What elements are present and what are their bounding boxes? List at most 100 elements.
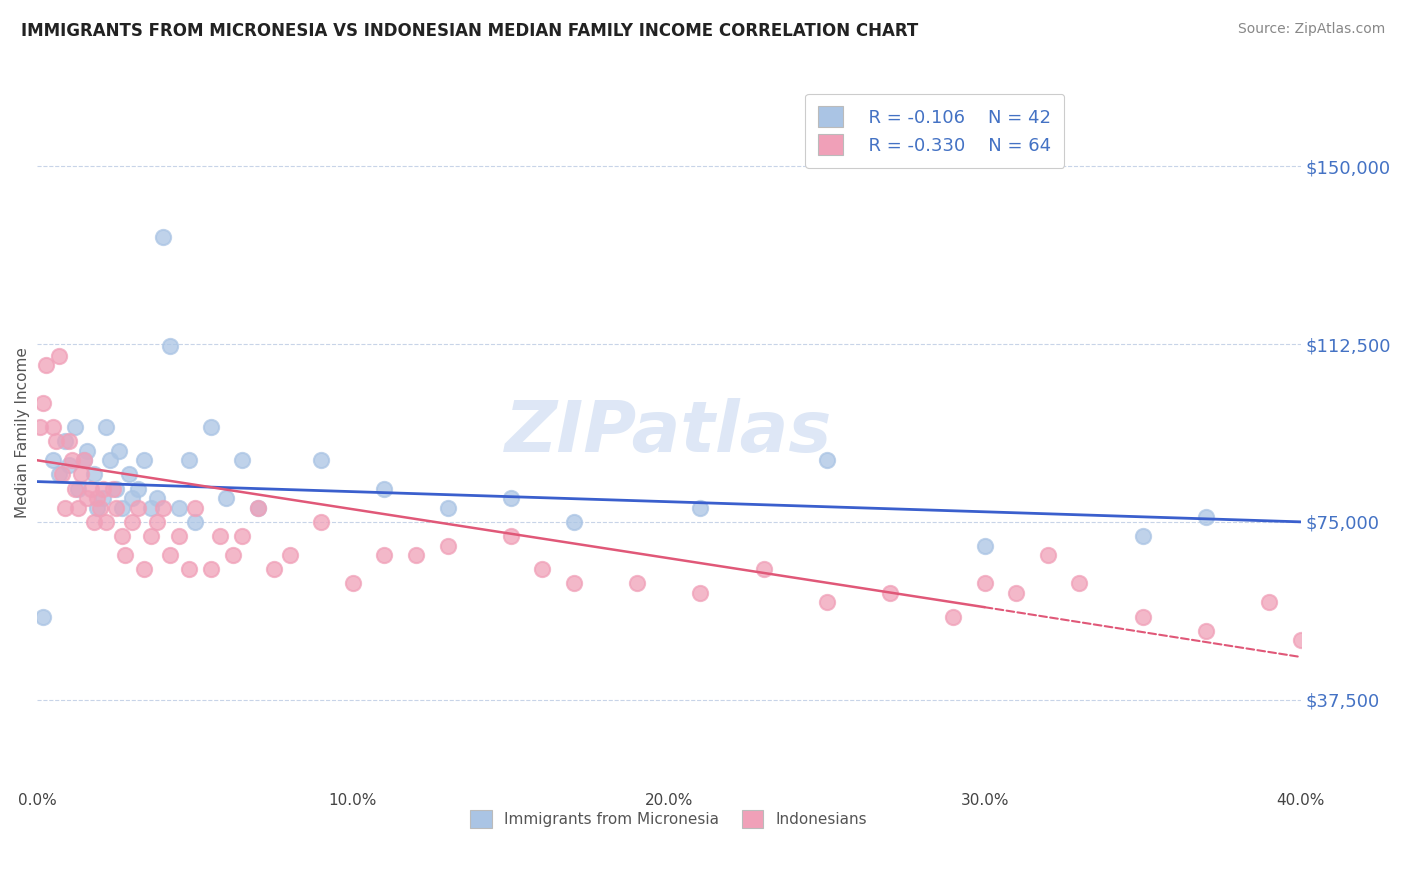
Point [83, 467, 105, 482]
Point [101, 482, 124, 496]
Point [32, 396, 55, 410]
Point [63, 482, 86, 496]
Point [117, 467, 139, 482]
Point [48, 349, 70, 363]
Point [231, 453, 253, 467]
Point [96, 420, 118, 434]
Point [177, 453, 200, 467]
Point [815, 453, 838, 467]
Point [134, 562, 156, 576]
Point [1195, 624, 1218, 638]
Point [1289, 633, 1312, 648]
Point [342, 576, 364, 591]
Point [76, 443, 98, 458]
Point [111, 529, 134, 543]
Point [1132, 529, 1154, 543]
Point [815, 595, 838, 609]
Text: IMMIGRANTS FROM MICRONESIA VS INDONESIAN MEDIAN FAMILY INCOME CORRELATION CHART: IMMIGRANTS FROM MICRONESIA VS INDONESIAN… [21, 22, 918, 40]
Point [373, 482, 395, 496]
Point [689, 500, 711, 515]
Point [562, 515, 585, 529]
Point [63, 420, 86, 434]
Y-axis label: Median Family Income: Median Family Income [15, 348, 30, 518]
Point [200, 562, 222, 576]
Point [127, 500, 149, 515]
Point [152, 500, 174, 515]
Point [89, 500, 111, 515]
Point [184, 515, 207, 529]
Point [231, 529, 253, 543]
Point [177, 562, 200, 576]
Text: ZIPatlas: ZIPatlas [505, 399, 832, 467]
Point [152, 230, 174, 244]
Point [146, 515, 169, 529]
Point [139, 500, 162, 515]
Point [1195, 510, 1218, 524]
Legend: Immigrants from Micronesia, Indonesians: Immigrants from Micronesia, Indonesians [464, 805, 873, 834]
Point [35, 359, 58, 373]
Point [184, 500, 207, 515]
Point [51, 467, 73, 482]
Point [70, 467, 93, 482]
Point [942, 609, 965, 624]
Point [76, 491, 98, 505]
Point [139, 529, 162, 543]
Text: Source: ZipAtlas.com: Source: ZipAtlas.com [1237, 22, 1385, 37]
Point [626, 576, 648, 591]
Point [121, 515, 143, 529]
Point [973, 539, 995, 553]
Point [159, 339, 181, 353]
Point [53, 434, 76, 449]
Point [752, 562, 775, 576]
Point [66, 482, 89, 496]
Point [311, 515, 333, 529]
Point [114, 548, 136, 562]
Point [32, 609, 55, 624]
Point [86, 500, 108, 515]
Point [499, 491, 522, 505]
Point [48, 467, 70, 482]
Point [1005, 586, 1028, 600]
Point [111, 500, 134, 515]
Point [127, 482, 149, 496]
Point [689, 586, 711, 600]
Point [278, 548, 301, 562]
Point [58, 458, 80, 472]
Point [311, 453, 333, 467]
Point [247, 500, 270, 515]
Point [973, 576, 995, 591]
Point [79, 482, 101, 496]
Point [42, 453, 65, 467]
Point [1069, 576, 1091, 591]
Point [167, 500, 190, 515]
Point [53, 500, 76, 515]
Point [1258, 595, 1281, 609]
Point [200, 420, 222, 434]
Point [209, 529, 232, 543]
Point [83, 515, 105, 529]
Point [121, 491, 143, 505]
Point [45, 434, 67, 449]
Point [146, 491, 169, 505]
Point [263, 562, 285, 576]
Point [66, 500, 89, 515]
Point [531, 562, 554, 576]
Point [247, 500, 270, 515]
Point [58, 434, 80, 449]
Point [1036, 548, 1059, 562]
Point [167, 529, 190, 543]
Point [436, 539, 458, 553]
Point [60, 453, 83, 467]
Point [499, 529, 522, 543]
Point [373, 548, 395, 562]
Point [96, 515, 118, 529]
Point [104, 482, 127, 496]
Point [562, 576, 585, 591]
Point [42, 420, 65, 434]
Point [30, 420, 52, 434]
Point [108, 443, 131, 458]
Point [222, 548, 245, 562]
Point [104, 500, 127, 515]
Point [73, 453, 96, 467]
Point [73, 453, 96, 467]
